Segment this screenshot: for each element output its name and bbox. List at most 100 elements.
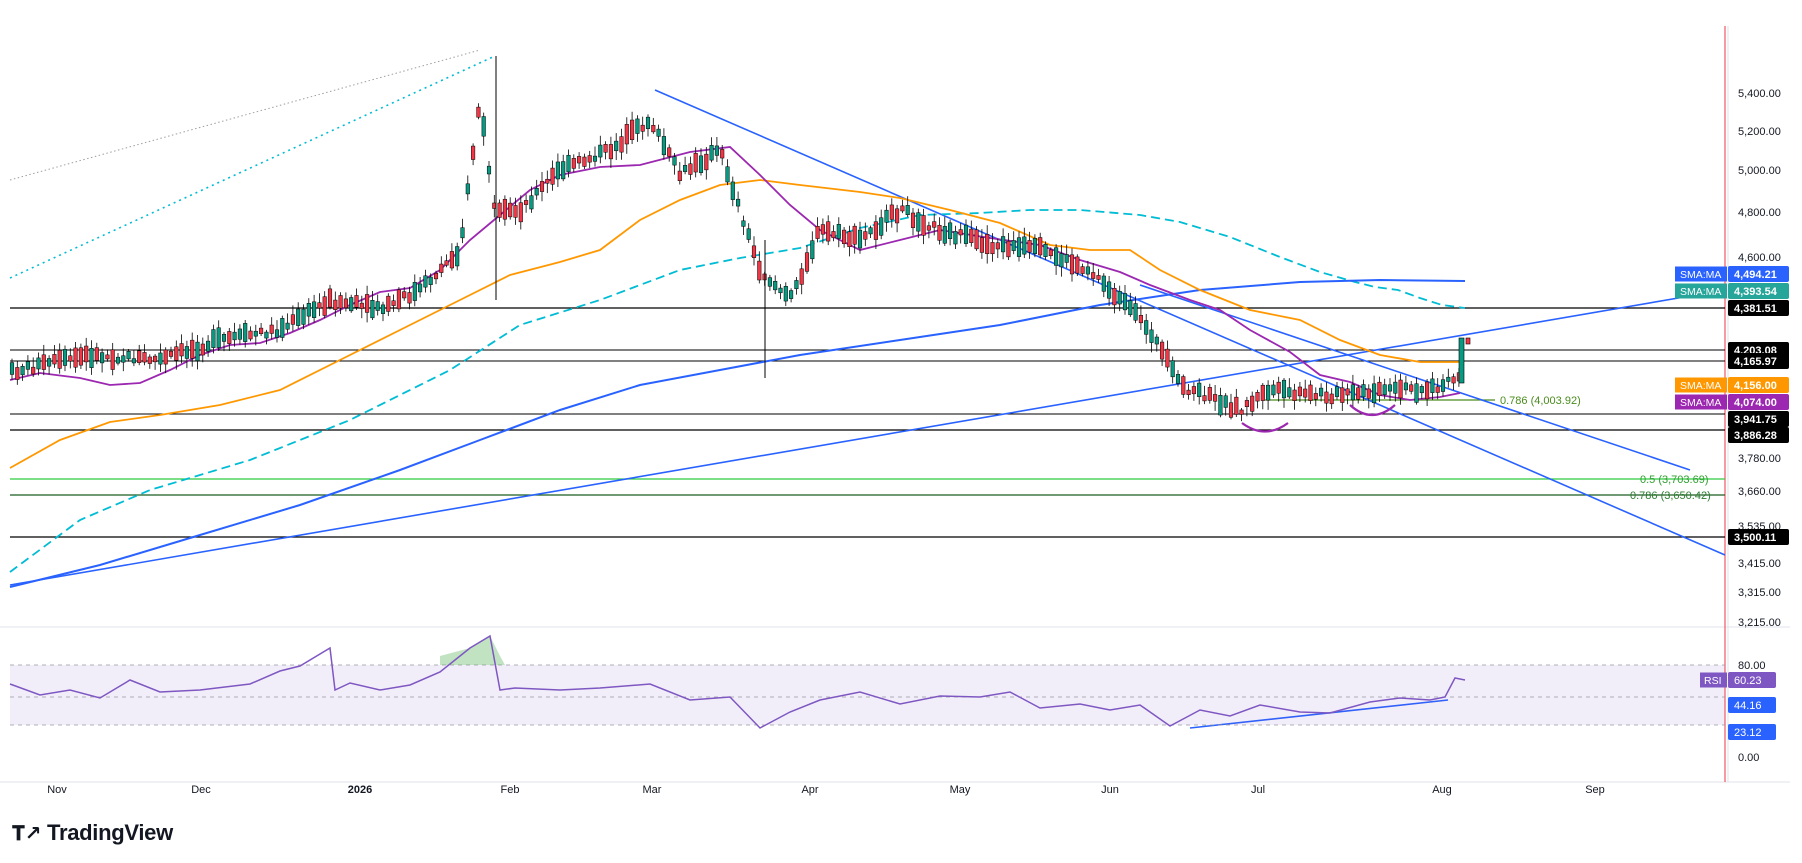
candle-body-44 — [243, 323, 248, 342]
candle-body-143 — [767, 277, 772, 287]
candle-body-158 — [847, 231, 852, 248]
legend-sma20[interactable]: SMA (20, close) 4,074.00 — [18, 51, 143, 64]
candle-body-135 — [725, 166, 730, 183]
candle-body-181 — [969, 228, 974, 243]
candle-body-272 — [1451, 376, 1456, 384]
candle-body-157 — [842, 229, 847, 244]
candle-body-167 — [895, 208, 900, 224]
candle-body-165 — [884, 209, 889, 223]
candle-body-144 — [773, 280, 778, 291]
currency-button[interactable]: USD — [1733, 30, 1784, 56]
candle-body-15 — [89, 347, 94, 368]
candle-body-233 — [1244, 400, 1249, 407]
candle-body-184 — [985, 234, 990, 254]
price-tag-6 — [1728, 394, 1789, 410]
rsi-legend[interactable]: RSI (14, close) 60.23 — [18, 636, 126, 648]
price-axis-tick-9: 3,315.00 — [1738, 587, 1781, 599]
rsi-tag-value-2: 23.12 — [1734, 727, 1762, 739]
candle-body-90 — [486, 165, 492, 175]
ohlc-line[interactable]: Gold Spot / U.S. Dollar · 1D · FXCM O4,2… — [18, 33, 507, 50]
price-tag-value-3: 4,203.08 — [1734, 345, 1777, 357]
tradingview-logo[interactable]: 𝐓↗ TradingView — [12, 820, 173, 845]
candle-body-83 — [449, 251, 454, 269]
candle-body-232 — [1239, 409, 1244, 415]
candle-body-141 — [757, 260, 762, 281]
time-axis-tick-1: Dec — [191, 784, 211, 796]
candle-body-238 — [1271, 384, 1276, 396]
legend-sma200[interactable]: SMA (200, close) 4,494.21 — [18, 68, 149, 80]
time-axis-tick-6: May — [950, 784, 971, 796]
price-tag-7 — [1728, 411, 1789, 427]
candle-body-258 — [1377, 381, 1382, 397]
price-axis-tick-10: 3,215.00 — [1738, 617, 1781, 629]
sma20-line — [9, 146, 1461, 401]
legend-sma100[interactable]: SMA (100, close) 4,393.54 — [18, 84, 149, 97]
high-value: H4,304.03 — [259, 35, 311, 47]
candle-body-58 — [317, 302, 322, 309]
candle-body-270 — [1440, 379, 1446, 392]
candle-body-214 — [1144, 320, 1149, 335]
candle-body-23 — [131, 358, 136, 364]
candle-body-68 — [370, 300, 375, 319]
candle-body-228 — [1218, 395, 1223, 416]
rsi-line — [9, 634, 1466, 729]
candle-body-91 — [492, 202, 497, 209]
candle-body-84 — [455, 246, 460, 267]
candle-body-51 — [280, 318, 285, 338]
candle-body-260 — [1387, 384, 1393, 392]
time-axis-tick-2: 2026 — [348, 784, 372, 796]
candle-body-259 — [1382, 384, 1387, 395]
candle-body-36 — [200, 343, 205, 356]
candle-body-69 — [375, 301, 380, 311]
rsi-tag-0 — [1728, 672, 1776, 688]
candle-body-210 — [1122, 293, 1128, 311]
candle-body-80 — [433, 272, 439, 280]
legend-sma50[interactable]: SMA (50, close) 4,156.00 — [18, 101, 143, 113]
candle-body-162 — [868, 227, 873, 235]
candle-body-76 — [412, 282, 417, 301]
candle-body-161 — [863, 231, 868, 240]
candle-body-79 — [428, 276, 433, 285]
candle-body-39 — [216, 327, 221, 348]
candle-body-168 — [900, 205, 905, 212]
candle-body-126 — [677, 170, 682, 181]
candle-body-159 — [852, 225, 857, 245]
candle-body-219 — [1170, 360, 1175, 378]
price-chart[interactable]: 5,400.00 5,200.00 5,000.00 4,800.00 4,600.00… — [0, 0, 1802, 810]
candle-body-112 — [603, 144, 608, 153]
candle-body-212 — [1133, 303, 1138, 321]
rsi-trendline — [1189, 699, 1449, 729]
candle-body-65 — [354, 295, 359, 308]
candle-body-33 — [184, 346, 189, 359]
candle-body-24 — [137, 350, 142, 363]
candle-body-216 — [1154, 336, 1159, 345]
candle-body-239 — [1276, 381, 1281, 394]
candle-body-95 — [513, 205, 518, 218]
candle-body-35 — [195, 341, 200, 361]
price-tag-label-1 — [1675, 283, 1727, 299]
candle-body-266 — [1419, 386, 1424, 394]
price-tag-1 — [1728, 283, 1789, 299]
descending-trendline-major — [654, 89, 1726, 556]
candle-body-130 — [698, 155, 704, 173]
candle-body-101 — [545, 178, 550, 184]
candle-body-268 — [1430, 378, 1435, 393]
descending-trendline-minor — [1139, 284, 1691, 471]
candle-body-247 — [1319, 387, 1324, 397]
price-tag-3 — [1728, 342, 1789, 358]
chart-legend: Gold Spot / U.S. Dollar · 1D · FXCM O4,2… — [18, 33, 507, 116]
price-tag-value-6: 4,074.00 — [1734, 397, 1777, 409]
candle-body-123 — [661, 136, 666, 156]
candle-body-82 — [444, 260, 449, 266]
candle-body-70 — [380, 304, 386, 314]
price-tag-label-text-1: SMA:MA — [1680, 286, 1721, 298]
candle-body-85 — [460, 227, 465, 239]
candle-body-196 — [1048, 249, 1053, 257]
candle-body-42 — [232, 331, 237, 341]
candle-body-152 — [815, 225, 820, 239]
change-value: −5.78 (−0.14%) — [431, 35, 508, 47]
rsi-overbought-fill — [440, 636, 505, 665]
candle-body-192 — [1027, 240, 1032, 253]
candle-body-11 — [68, 355, 73, 362]
candle-body-237 — [1266, 384, 1271, 401]
